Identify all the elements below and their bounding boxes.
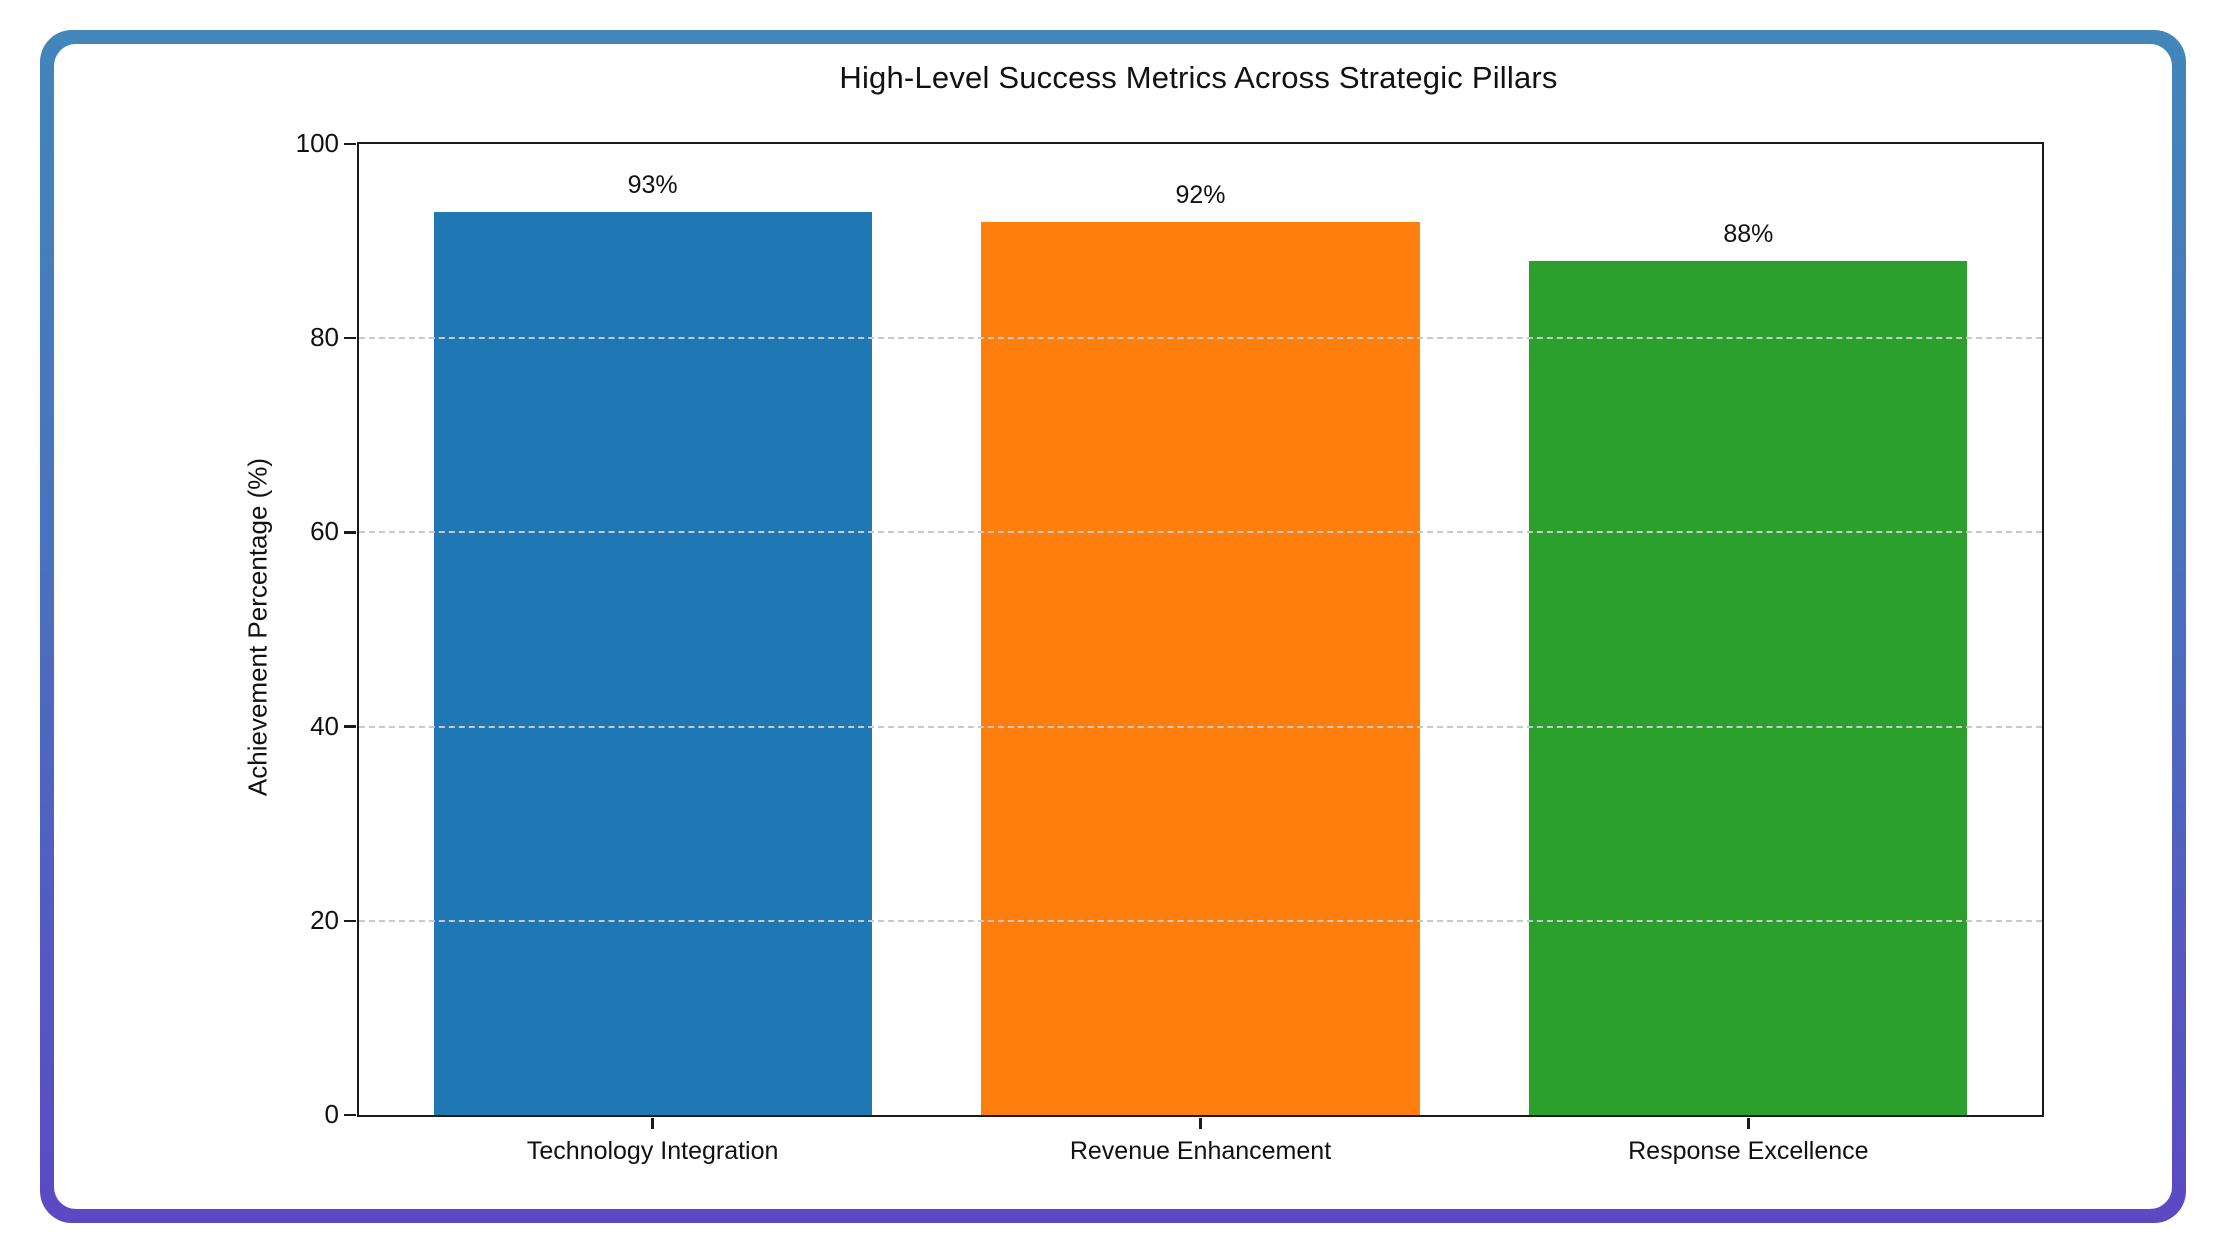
chart-title: High-Level Success Metrics Across Strate… <box>839 60 1558 95</box>
gridline-40 <box>359 725 2042 728</box>
gridline-60 <box>359 531 2042 534</box>
plot-area: 93% Technology Integration 92% Revenue Enha… <box>296 128 2044 1165</box>
y-tick-mark-100 <box>344 142 356 146</box>
x-tick-label-1: Revenue Enhancement <box>1069 1137 1332 1165</box>
gridline-20 <box>359 919 2042 922</box>
y-tick-mark-20 <box>344 919 356 923</box>
bar-0 <box>433 211 872 1115</box>
y-tick-label-100: 100 <box>295 128 339 158</box>
x-tick-mark-1 <box>1199 1117 1202 1129</box>
y-tick-mark-40 <box>344 725 356 728</box>
x-tick-mark-0 <box>651 1117 654 1129</box>
y-tick-mark-0 <box>344 1113 356 1117</box>
y-tick-label-20: 20 <box>310 904 339 935</box>
y-axis-label: Achievement Percentage (%) <box>242 457 273 797</box>
bar-value-label-2: 88% <box>1723 219 1774 248</box>
gridline-80 <box>359 337 2042 340</box>
y-tick-mark-80 <box>344 336 356 340</box>
y-tick-mark-60 <box>344 531 356 534</box>
x-tick-label-2: Response Excellence <box>1628 1137 1869 1165</box>
bar-2 <box>1529 260 1968 1115</box>
x-tick-label-0: Technology Integration <box>526 1137 779 1165</box>
bar-value-label-1: 92% <box>1175 180 1226 209</box>
x-tick-mark-2 <box>1747 1117 1750 1129</box>
y-tick-label-0: 0 <box>324 1099 339 1129</box>
bar-1 <box>981 221 1420 1115</box>
y-tick-label-80: 80 <box>310 322 339 353</box>
y-tick-label-40: 40 <box>310 710 339 741</box>
bar-value-label-0: 93% <box>627 170 678 199</box>
y-tick-label-60: 60 <box>310 516 339 547</box>
